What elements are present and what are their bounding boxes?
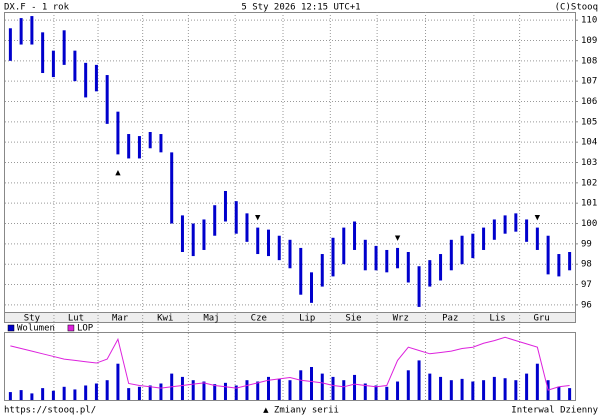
legend-label: LOP — [77, 324, 94, 334]
copyright: (C)Stooq — [555, 3, 598, 13]
y-tick-label: 104 — [581, 138, 597, 148]
event-marker: ▼ — [255, 213, 261, 223]
footer-url: https://stooq.pl/ — [4, 406, 96, 416]
y-tick-label: 105 — [581, 117, 597, 127]
event-marker: ▼ — [395, 233, 401, 243]
volume-frame — [4, 332, 576, 401]
y-tick-label: 107 — [581, 77, 597, 87]
timestamp: 5 Sty 2026 12:15 UTC+1 — [241, 3, 360, 13]
x-tick-label: Mar — [112, 314, 129, 324]
y-tick-label: 106 — [581, 97, 597, 107]
footer-note: ▲ Zmiany serii — [263, 406, 339, 416]
x-tick-label: Gru — [534, 314, 550, 324]
legend-swatch — [67, 324, 75, 332]
x-axis-band — [4, 312, 576, 323]
y-tick-label: 96 — [581, 300, 592, 310]
symbol: DX.F - 1 rok — [4, 3, 70, 13]
y-tick-label: 97 — [581, 280, 592, 290]
y-tick-label: 99 — [581, 239, 592, 249]
y-tick-label: 102 — [581, 178, 597, 188]
x-tick-label: Lut — [68, 314, 84, 324]
x-tick-label: Wrz — [393, 314, 409, 324]
y-tick-label: 109 — [581, 36, 597, 46]
legend-swatch — [7, 324, 15, 332]
legend-label: Wolumen — [17, 324, 55, 334]
x-tick-label: Kwi — [157, 314, 173, 324]
x-tick-label: Lip — [299, 314, 315, 324]
y-tick-label: 110 — [581, 16, 597, 26]
x-tick-label: Maj — [203, 314, 219, 324]
y-tick-label: 101 — [581, 199, 597, 209]
y-tick-label: 100 — [581, 219, 597, 229]
y-tick-label: 108 — [581, 56, 597, 66]
x-tick-label: Paz — [442, 314, 458, 324]
y-tick-label: 103 — [581, 158, 597, 168]
lop-line — [10, 336, 570, 391]
x-tick-label: Sie — [345, 314, 361, 324]
x-tick-label: Lis — [489, 314, 505, 324]
event-marker: ▲ — [115, 168, 121, 178]
x-tick-label: Cze — [251, 314, 267, 324]
y-tick-label: 98 — [581, 260, 592, 270]
x-tick-label: Sty — [24, 314, 41, 324]
footer-interval: Interwal Dzienny — [511, 406, 598, 416]
event-marker: ▼ — [535, 213, 541, 223]
